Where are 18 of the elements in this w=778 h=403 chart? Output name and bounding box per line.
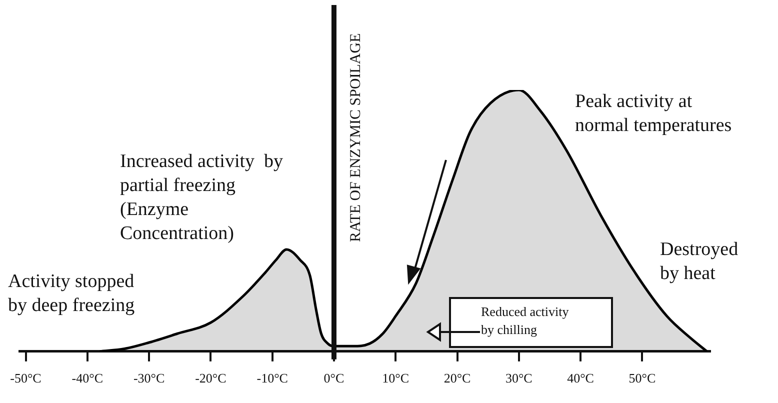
x-tick-label: -30°C	[133, 370, 165, 386]
x-tick-label: 0°C	[324, 370, 344, 386]
y-axis-title: RATE OF ENZYMIC SPOILAGE	[348, 33, 364, 242]
x-tick-label: 30°C	[505, 370, 532, 386]
x-tick-label: -20°C	[195, 370, 226, 386]
annotation: Increased activity by partial freezing (Enzyme Concentration)	[120, 150, 284, 246]
x-tick-label: -40°C	[72, 370, 103, 386]
annotation: Activity stopped by deep freezing	[8, 270, 135, 318]
annotation: Reduced activity by chilling	[481, 303, 569, 339]
x-tick-label: -50°C	[10, 370, 42, 386]
annotation: Peak activity at normal temperatures	[575, 90, 732, 138]
annotation: Destroyed by heat	[660, 238, 738, 286]
x-tick-label: 40°C	[567, 370, 594, 386]
label-box: Reduced activity by chilling	[449, 297, 613, 348]
x-tick-label: 10°C	[382, 370, 410, 386]
x-tick-label: -10°C	[256, 370, 288, 386]
x-tick-label: 20°C	[444, 370, 471, 386]
x-tick-label: 50°C	[628, 370, 656, 386]
